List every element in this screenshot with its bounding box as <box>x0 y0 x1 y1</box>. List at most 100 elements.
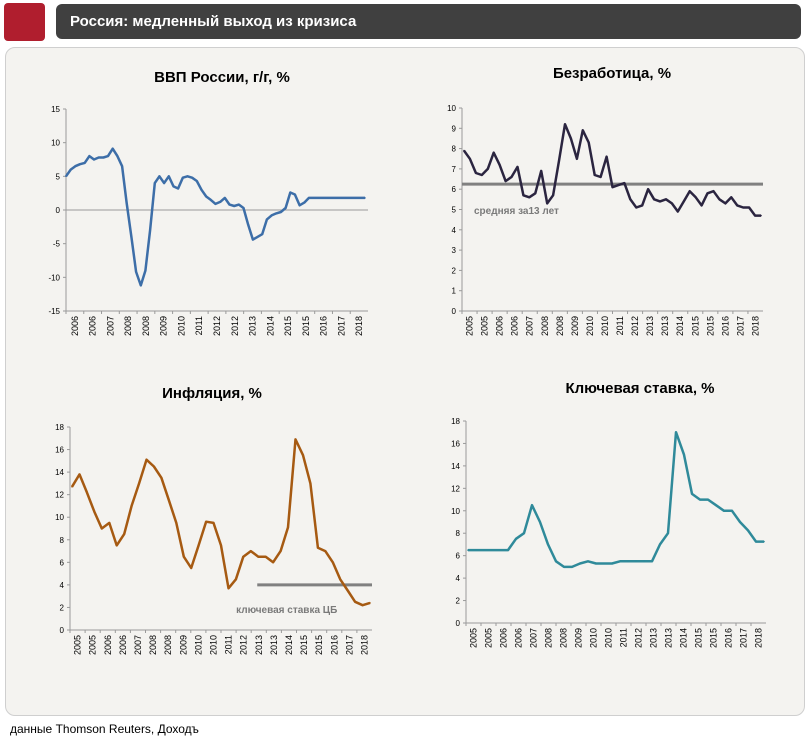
infl-x-tick-label: 2006 <box>103 635 113 655</box>
gdp-data-point <box>154 182 156 184</box>
unemp-x-tick-label: 2014 <box>675 316 685 336</box>
gdp-data-point <box>125 202 128 205</box>
gdp-data-point <box>116 155 119 157</box>
unemp-data-point <box>736 204 738 207</box>
gdp-data-point <box>177 187 179 190</box>
gdp-y-tick-label: 10 <box>51 139 60 148</box>
unemp-y-tick-label: 10 <box>447 104 456 113</box>
rate-x-tick-label: 2018 <box>754 628 764 648</box>
infl-data-point <box>197 544 200 547</box>
unemp-data-point <box>487 168 489 170</box>
infl-y-tick-label: 14 <box>55 468 64 477</box>
gdp-data-point <box>350 197 352 199</box>
gdp-data-point <box>303 201 306 204</box>
gdp-data-point <box>163 182 165 184</box>
rate-data-point <box>555 560 557 563</box>
infl-data-point <box>220 544 222 547</box>
unemp-data-point <box>593 174 596 176</box>
gdp-data-point <box>252 238 254 241</box>
rate-data-point <box>747 529 749 532</box>
infl-data-point <box>175 522 178 524</box>
rate-data-point <box>739 521 741 523</box>
gdp-data-point <box>340 197 343 199</box>
gdp-data-point <box>261 233 264 235</box>
rate-x-tick-label: 2011 <box>619 628 629 647</box>
unemp-data-point <box>564 123 566 125</box>
unemp-data-point <box>611 186 614 188</box>
rate-x-tick-label: 2006 <box>514 628 524 648</box>
gdp-data-point <box>107 155 109 157</box>
infl-data-point <box>78 473 81 476</box>
gdp-data-point <box>336 197 338 199</box>
infl-x-tick-label: 2006 <box>118 635 128 655</box>
infl-y-tick-label: 8 <box>60 536 65 545</box>
gdp-data-point <box>102 156 105 159</box>
rate-data-point <box>467 549 469 551</box>
gdp-data-point <box>210 199 212 201</box>
infl-series-line <box>70 438 371 607</box>
gdp-x-tick-label: 2018 <box>354 316 364 336</box>
unemp-title: Безработица, % <box>553 65 671 82</box>
gdp-data-point <box>74 165 77 167</box>
infl-data-point <box>287 526 289 529</box>
gdp-data-point <box>196 180 198 182</box>
gdp-data-point <box>345 197 348 199</box>
gdp-x-tick-label: 2011 <box>194 316 204 335</box>
infl-x-tick-label: 2015 <box>314 635 324 655</box>
rate-data-point <box>483 549 485 551</box>
rate-data-point <box>643 560 645 563</box>
gdp-data-point <box>93 158 95 161</box>
infl-data-point <box>324 550 327 552</box>
gdp-title: ВВП России, г/г, % <box>154 69 290 86</box>
gdp-x-tick-label: 2010 <box>176 316 186 336</box>
rate-data-point <box>507 549 509 551</box>
infl-x-tick-label: 2005 <box>73 635 83 655</box>
infl-data-point <box>361 604 364 606</box>
gdp-x-tick-label: 2008 <box>141 316 151 336</box>
unemp-data-point <box>730 196 733 199</box>
unemp-data-point <box>558 160 560 162</box>
gdp-data-point <box>83 162 86 164</box>
infl-data-point <box>115 544 118 547</box>
unemp-data-point <box>760 214 762 217</box>
infl-data-point <box>183 555 185 558</box>
rate-x-tick-label: 2013 <box>649 628 659 648</box>
gdp-x-tick-label: 2009 <box>159 316 169 336</box>
rate-x-tick-label: 2008 <box>559 628 569 648</box>
gdp-data-point <box>186 175 189 178</box>
rate-data-point <box>539 521 541 523</box>
unemp-data-point <box>665 198 667 201</box>
infl-data-point <box>250 550 252 552</box>
rate-data-point <box>571 566 573 568</box>
rate-x-tick-label: 2013 <box>664 628 674 648</box>
unemp-data-point <box>659 200 661 203</box>
unemp-y-tick-label: 8 <box>452 145 457 154</box>
unemp-data-point <box>587 141 590 144</box>
rate-x-tick-label: 2010 <box>589 628 599 648</box>
rate-x-tick-label: 2014 <box>679 628 689 648</box>
infl-data-point <box>205 520 207 523</box>
infl-x-tick-label: 2008 <box>148 635 158 655</box>
rate-title: Ключевая ставка, % <box>565 380 714 397</box>
gdp-data-point <box>149 229 151 231</box>
gdp-data-point <box>88 155 91 157</box>
unemp-x-tick-label: 2010 <box>585 316 595 336</box>
unemp-data-point <box>629 198 632 201</box>
gdp-data-point <box>364 197 366 199</box>
gdp-data-point <box>214 203 217 205</box>
unemp-x-tick-label: 2006 <box>510 316 520 336</box>
unemp-y-tick-label: 7 <box>452 165 457 174</box>
rate-data-point <box>619 560 621 563</box>
gdp-data-point <box>270 214 273 217</box>
unemp-data-point <box>522 194 525 197</box>
gdp-data-point <box>256 236 259 238</box>
rate-data-point <box>531 504 533 507</box>
rate-data-point <box>595 562 597 565</box>
rate-data-point <box>499 549 501 551</box>
rate-y-tick-label: 16 <box>451 439 460 448</box>
unemp-data-point <box>635 206 638 209</box>
gdp-data-point <box>294 193 296 196</box>
unemp-x-tick-label: 2010 <box>600 316 610 336</box>
gdp-data-point <box>354 197 357 199</box>
rate-x-tick-label: 2006 <box>499 628 509 648</box>
